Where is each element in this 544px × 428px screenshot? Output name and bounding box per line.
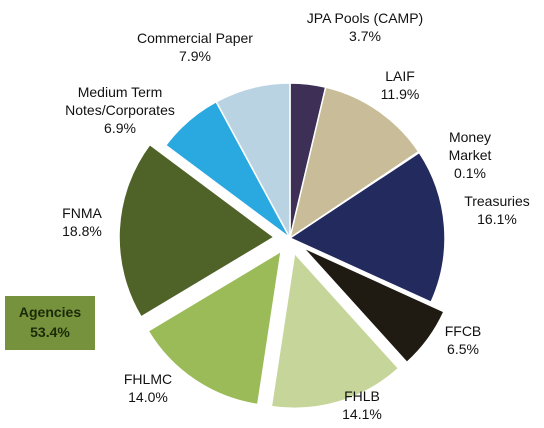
category-label: FFCB bbox=[444, 323, 482, 339]
category-label: FHLB bbox=[344, 388, 380, 404]
slice-label: JPA Pools (CAMP) 3.7% bbox=[307, 9, 423, 45]
category-label: LAIF bbox=[385, 68, 415, 84]
annotation-value: 53.4% bbox=[30, 324, 70, 340]
value-label: 6.5% bbox=[447, 341, 479, 357]
slice-label: Commercial Paper 7.9% bbox=[137, 29, 253, 65]
category-label: Money Market bbox=[448, 129, 492, 163]
annotation-rect bbox=[5, 296, 95, 350]
value-label: 6.9% bbox=[104, 120, 136, 136]
pie-slice bbox=[288, 151, 446, 304]
pie-slice bbox=[215, 82, 291, 239]
slice-label: FHLMC 14.0% bbox=[124, 370, 172, 406]
value-label: 18.8% bbox=[62, 223, 102, 239]
value-label: 11.9% bbox=[380, 86, 420, 102]
slice-label: FHLB 14.1% bbox=[342, 387, 382, 423]
category-label: FHLMC bbox=[123, 371, 173, 387]
slice-label: LAIF 11.9% bbox=[381, 67, 420, 103]
pie-slice bbox=[288, 86, 420, 240]
category-label: Commercial Paper bbox=[137, 30, 253, 46]
category-label: Medium Term Notes/Corporates bbox=[65, 84, 175, 118]
value-label: 14.1% bbox=[342, 406, 382, 422]
pie-slice bbox=[302, 246, 445, 364]
slice-label: Medium Term Notes/Corporates 6.9% bbox=[65, 83, 175, 137]
value-label: 3.7% bbox=[349, 28, 381, 44]
slice-label: Money Market 0.1% bbox=[433, 128, 507, 182]
value-label: 16.1% bbox=[477, 211, 517, 227]
category-label: FNMA bbox=[62, 205, 102, 221]
annotation-bg bbox=[5, 296, 95, 350]
annotation-text: Agencies bbox=[18, 304, 82, 320]
annotation-box: Agencies 53.4% bbox=[5, 296, 95, 350]
value-label: 7.9% bbox=[179, 48, 211, 64]
slice-label: FNMA 18.8% bbox=[62, 204, 102, 240]
slice-label: FFCB 6.5% bbox=[445, 322, 482, 358]
pie-slice bbox=[118, 143, 276, 318]
pie-slice bbox=[147, 249, 283, 406]
value-label: 0.1% bbox=[454, 165, 486, 181]
value-label: 14.0% bbox=[128, 389, 168, 405]
category-label: JPA Pools (CAMP) bbox=[306, 10, 424, 26]
category-label: Treasuries bbox=[464, 193, 530, 209]
pie-slice bbox=[270, 251, 400, 410]
slice-label: Treasuries 16.1% bbox=[464, 192, 530, 228]
